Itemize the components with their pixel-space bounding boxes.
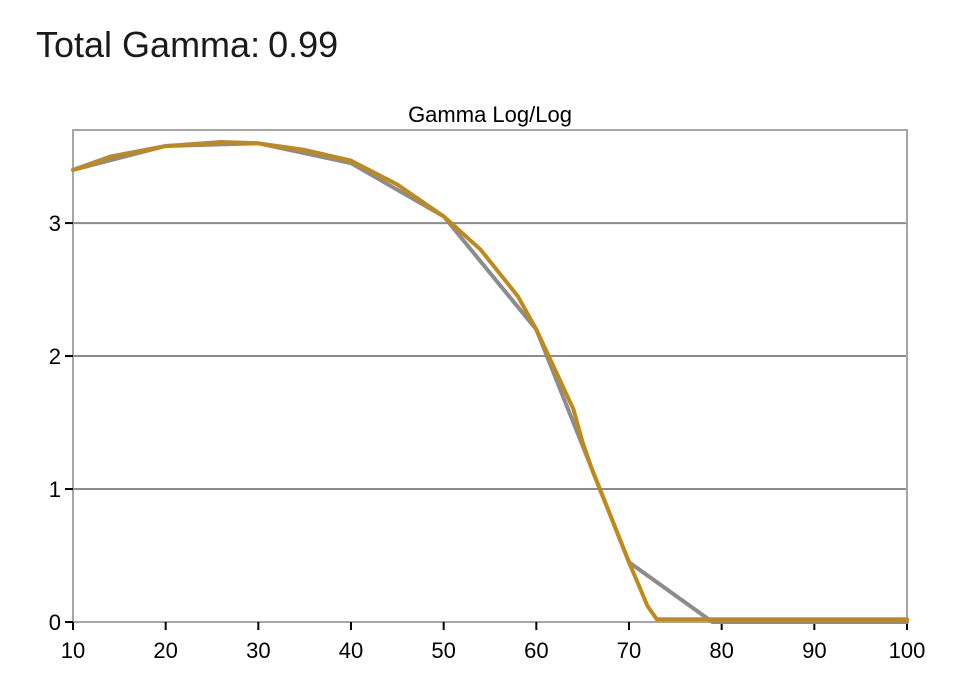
x-tick-label: 90 — [802, 638, 826, 663]
series-group — [71, 140, 909, 624]
x-tick-label: 70 — [617, 638, 641, 663]
x-tick-label: 20 — [153, 638, 177, 663]
y-tick-label: 0 — [49, 610, 61, 635]
chart-title: Gamma Log/Log — [408, 102, 572, 127]
x-tick-label: 30 — [246, 638, 270, 663]
series-line-2 — [71, 140, 909, 622]
total-gamma-value: 0.99 — [268, 24, 339, 65]
x-tick-label: 40 — [339, 638, 363, 663]
x-tick-label: 50 — [431, 638, 455, 663]
total-gamma-label: Total Gamma: — [36, 24, 261, 65]
x-tick-label: 100 — [889, 638, 926, 663]
y-tick-label: 1 — [49, 477, 61, 502]
x-tick-label: 10 — [61, 638, 85, 663]
y-tick-label: 3 — [49, 211, 61, 236]
x-tick-label: 60 — [524, 638, 548, 663]
plot-frame — [72, 129, 908, 623]
series-line-1 — [71, 141, 909, 624]
grid-lines — [73, 222, 907, 491]
axes: 0 1 2 3 10 20 30 40 50 60 70 80 90 100 — [49, 211, 926, 663]
x-tick-label: 80 — [709, 638, 733, 663]
y-tick-label: 2 — [49, 344, 61, 369]
total-gamma-heading: Total Gamma: 0.99 — [36, 24, 346, 66]
